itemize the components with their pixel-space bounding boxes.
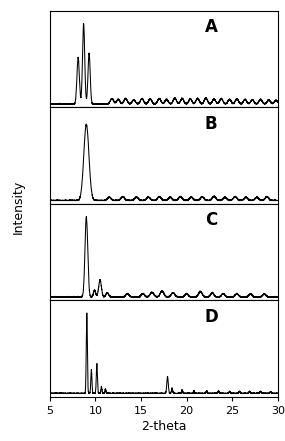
Text: A: A	[205, 18, 218, 36]
Text: C: C	[205, 211, 217, 229]
Text: Intensity: Intensity	[11, 180, 25, 235]
X-axis label: 2-theta: 2-theta	[141, 420, 187, 433]
Text: D: D	[205, 308, 219, 325]
Text: B: B	[205, 115, 217, 133]
